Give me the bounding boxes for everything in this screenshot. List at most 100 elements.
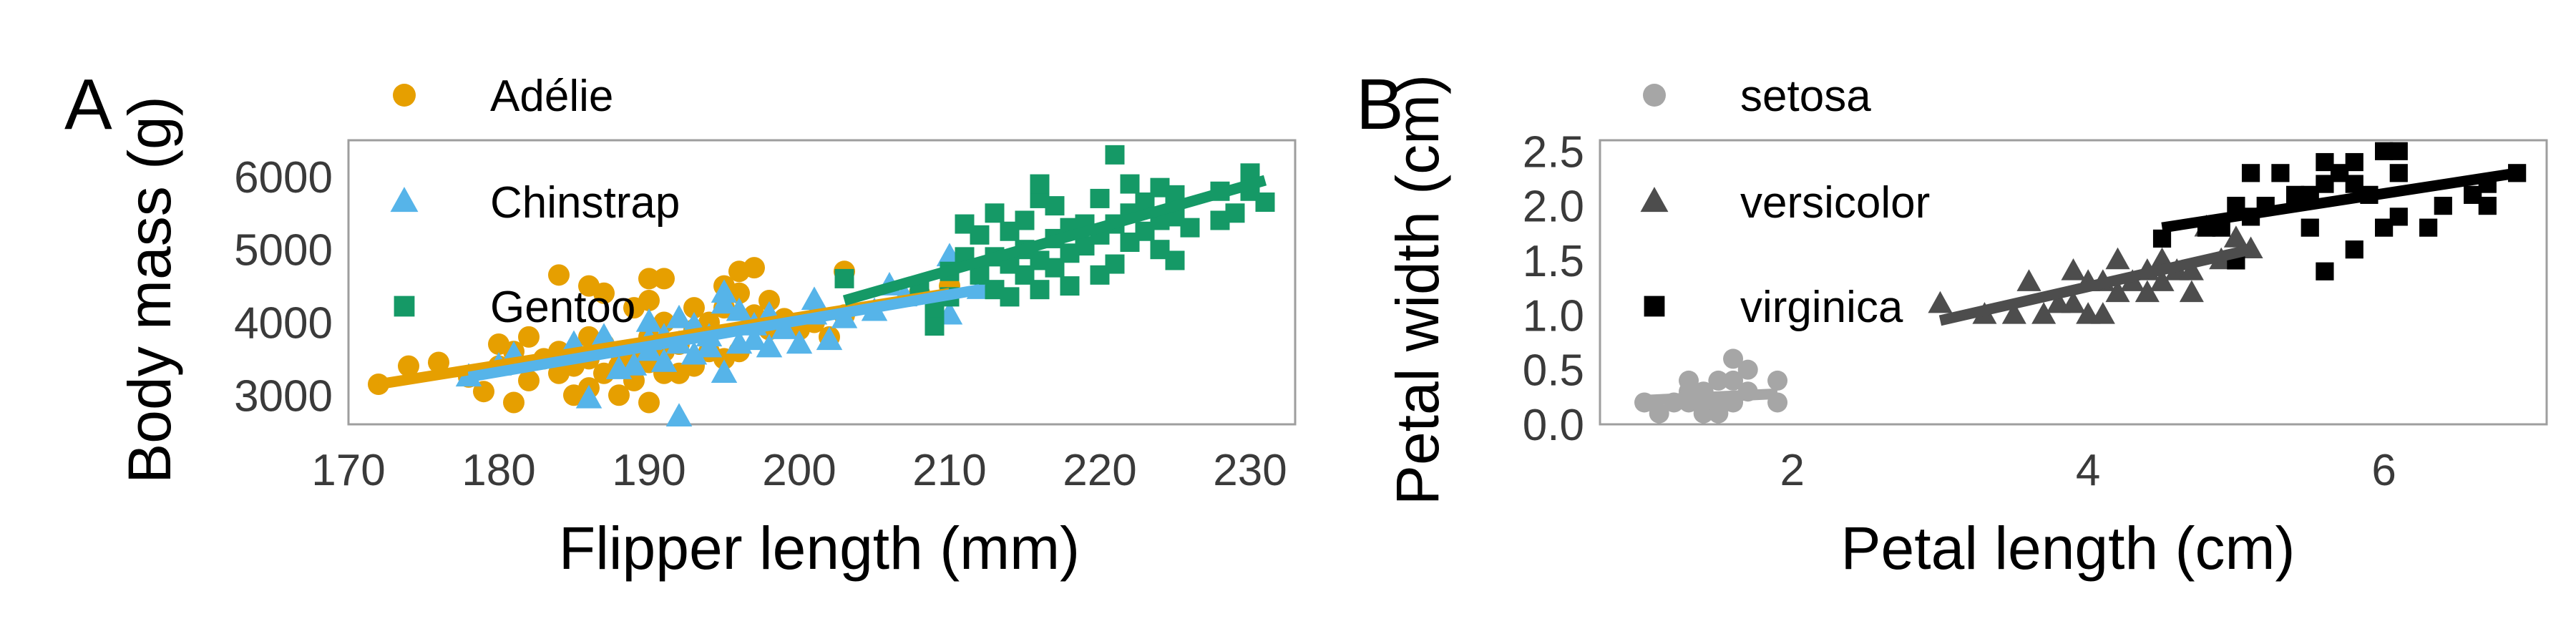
data-point-versicolor — [2061, 258, 2086, 280]
panel-b-y-tick-labels: 0.0 0.51.0 1.5 2.02.5 — [1523, 127, 1584, 450]
data-point-adelie — [758, 289, 780, 311]
data-point-chinstrap — [650, 348, 678, 372]
data-point-chinstrap — [711, 290, 738, 314]
data-point-adelie — [398, 355, 419, 377]
data-point-versicolor — [2090, 302, 2115, 324]
data-point-gentoo — [1180, 218, 1200, 238]
panel-a-y-tick-label: 5000 — [234, 226, 333, 275]
data-point-virginica — [2389, 164, 2408, 182]
panel-a-x-tick-label: 230 — [1213, 446, 1287, 495]
data-point-virginica — [2241, 164, 2260, 182]
data-point-virginica — [2389, 142, 2408, 160]
fit-line-versicolor — [1938, 244, 2253, 326]
panel-a-x-tick-label: 180 — [462, 446, 535, 495]
series-virginica — [2152, 142, 2527, 280]
data-point-gentoo — [1255, 192, 1275, 213]
data-point-versicolor — [2061, 291, 2086, 313]
data-point-chinstrap — [816, 326, 843, 351]
data-point-gentoo — [1015, 210, 1035, 230]
data-point-virginica — [2152, 229, 2172, 248]
data-point-adelie — [518, 369, 540, 391]
data-point-adelie — [743, 257, 765, 279]
data-point-versicolor — [2135, 280, 2160, 303]
panel-b-y-tick-label: 1.0 — [1523, 291, 1584, 341]
panel-b-plot-frame — [1599, 139, 2548, 426]
panel-a-y-axis-label: Body mass (g) — [116, 96, 183, 484]
data-point-adelie — [683, 297, 705, 319]
legend-marker-setosa — [1643, 84, 1666, 107]
data-point-setosa — [1708, 370, 1729, 391]
data-point-versicolor — [2031, 302, 2057, 324]
panel-a-legend: Adélie Chinstrap Gentoo — [390, 72, 680, 332]
panel-a-x-tick-label: 210 — [912, 446, 986, 495]
legend-marker-virginica — [1644, 296, 1665, 317]
data-point-virginica — [2316, 262, 2334, 280]
panel-b: 2 4 6 0.0 0.51.0 1.5 2.02.5 setosa versicolor v… — [1356, 64, 2548, 582]
legend-marker-versicolor — [1640, 187, 1669, 213]
data-point-adelie — [608, 384, 630, 406]
panel-b-y-tick-label: 0.0 — [1523, 401, 1584, 450]
data-point-versicolor — [2150, 269, 2175, 291]
panel-a-y-tick-label: 3000 — [234, 371, 333, 421]
legend-marker-chinstrap — [390, 187, 419, 213]
data-point-gentoo — [970, 225, 990, 245]
fit-line-virginica — [2161, 167, 2518, 233]
panel-b-x-tick-label: 2 — [1780, 446, 1804, 495]
data-point-setosa — [1723, 370, 1744, 391]
panel-a-plot-frame — [347, 139, 1297, 426]
fit-line-setosa — [1644, 388, 1778, 406]
panel-a-x-tick-labels: 170 180 190 200 210 220 230 — [311, 446, 1287, 495]
data-point-versicolor — [1928, 291, 1953, 313]
data-point-adelie — [593, 282, 615, 304]
legend-label-gentoo: Gentoo — [490, 283, 635, 332]
data-point-virginica — [2434, 197, 2452, 215]
panel-a-x-tick-label: 200 — [762, 446, 836, 495]
data-point-adelie — [638, 289, 660, 311]
data-point-adelie — [503, 391, 525, 414]
data-point-chinstrap — [635, 308, 663, 332]
data-point-gentoo — [1120, 174, 1140, 194]
data-point-versicolor — [2016, 269, 2041, 291]
data-point-versicolor — [2105, 280, 2130, 303]
panel-b-x-axis-label: Petal length (cm) — [1841, 514, 2296, 582]
data-point-chinstrap — [665, 304, 693, 328]
data-point-virginica — [2271, 164, 2290, 182]
data-point-adelie — [428, 351, 449, 374]
panel-a: 170 180 190 200 210 220 230 3000 4000 5000 6000 A… — [64, 64, 1297, 582]
data-point-gentoo — [1105, 254, 1125, 274]
panel-a-x-tick-label: 190 — [612, 446, 686, 495]
data-point-setosa — [1649, 403, 1669, 424]
data-point-gentoo — [1030, 280, 1050, 300]
data-point-adelie — [638, 391, 660, 414]
data-point-virginica — [2419, 218, 2438, 237]
data-point-gentoo — [1045, 196, 1065, 216]
data-point-chinstrap — [665, 403, 693, 427]
data-point-gentoo — [985, 203, 1005, 223]
data-point-gentoo — [1060, 276, 1080, 296]
panel-b-x-tick-label: 6 — [2371, 446, 2396, 495]
data-point-gentoo — [924, 316, 945, 336]
data-point-virginica — [2301, 218, 2319, 237]
legend-label-versicolor: versicolor — [1740, 178, 1930, 228]
data-point-chinstrap — [575, 384, 602, 409]
panel-a-data-marks — [368, 145, 1275, 427]
data-point-adelie — [653, 268, 675, 290]
data-point-setosa — [1723, 348, 1744, 369]
data-point-chinstrap — [726, 297, 753, 321]
data-point-gentoo — [1000, 287, 1020, 307]
data-point-setosa — [1737, 359, 1758, 380]
data-point-versicolor — [2179, 258, 2204, 280]
data-point-adelie — [518, 326, 540, 348]
legend-marker-adelie — [393, 84, 416, 107]
fit-line-chinstrap — [467, 284, 981, 383]
data-point-chinstrap — [741, 326, 768, 351]
series-setosa — [1634, 348, 1788, 424]
legend-label-adelie: Adélie — [490, 72, 613, 121]
data-point-adelie — [638, 268, 660, 290]
panel-b-legend: setosa versicolor virginica — [1640, 72, 1930, 332]
data-point-chinstrap — [786, 330, 813, 354]
legend-label-virginica: virginica — [1740, 283, 1903, 332]
data-point-gentoo — [1225, 203, 1245, 223]
data-point-virginica — [2345, 240, 2363, 259]
